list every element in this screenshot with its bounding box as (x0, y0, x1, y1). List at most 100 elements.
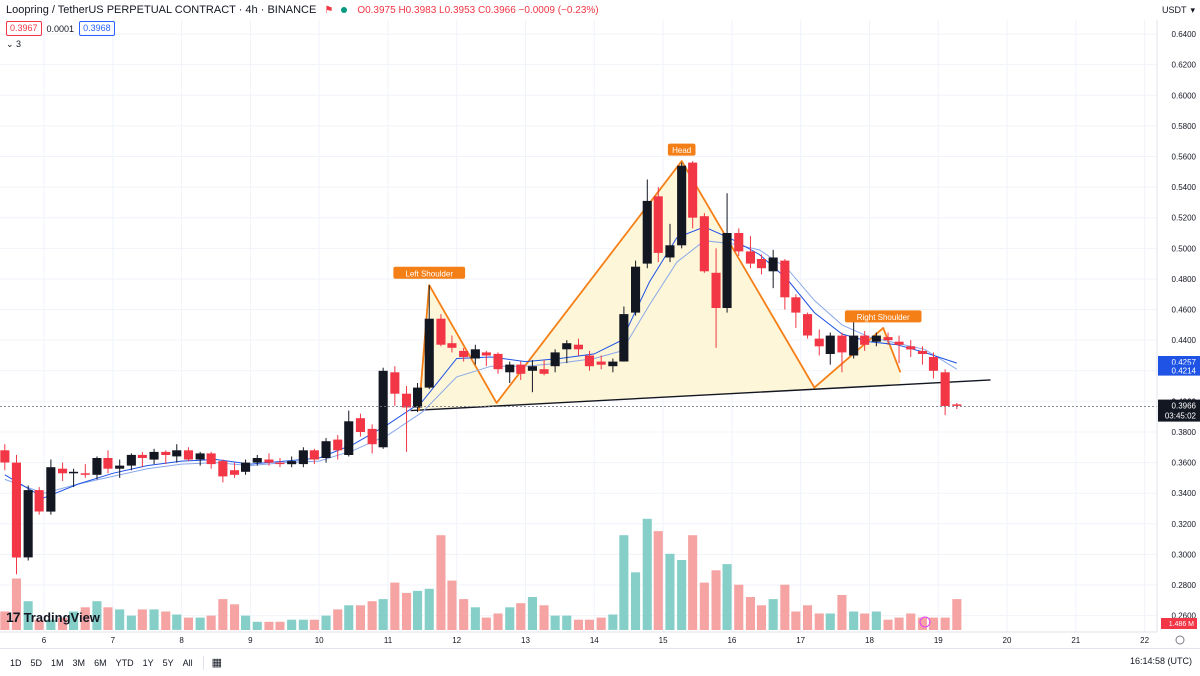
volume-bar (459, 599, 469, 630)
candle-body (756, 259, 766, 269)
price-tick-label: 0.3000 (1172, 550, 1197, 559)
candle (344, 410, 354, 457)
candle (791, 294, 801, 328)
buy-price[interactable]: 0.3968 (79, 21, 115, 36)
range-6m-button[interactable]: 6M (94, 657, 107, 668)
price-tick-label: 0.5200 (1172, 214, 1197, 223)
candle (241, 459, 251, 475)
volume-bar (756, 605, 766, 630)
volume-bar (309, 619, 319, 630)
range-ytd-button[interactable]: YTD (115, 657, 134, 668)
indicator-toggle[interactable]: ⌄ 3 (6, 39, 22, 49)
candle-body (230, 470, 240, 475)
candle-body (894, 341, 904, 345)
volume-bar (11, 578, 21, 630)
volume-bar (550, 615, 560, 630)
time-axis[interactable]: 6 7 8 9 10 11 12 13 14 15 16 17 18 19 20 21 22 (0, 631, 1157, 645)
range-5d-button[interactable]: 5D (30, 657, 43, 668)
pattern-label-bg (667, 143, 696, 156)
volume-tick-bg (1161, 618, 1197, 629)
moving-averages (4, 226, 958, 499)
candle (642, 179, 652, 269)
candle (161, 450, 171, 465)
range-all-button[interactable]: All (182, 657, 193, 668)
tradingview-logo: 17 TradingView (6, 609, 100, 625)
candle-body (378, 370, 388, 448)
time-tick-label: 6 (42, 636, 47, 645)
symbol-title[interactable]: Loopring / TetherUS PERPETUAL CONTRACT ·… (6, 4, 317, 16)
candle-body (745, 251, 755, 264)
candle-body (631, 266, 641, 313)
lightning-alert-icon (919, 616, 931, 628)
calendar-icon[interactable]: ▦ (211, 657, 223, 669)
volume-bar (688, 535, 698, 630)
candle-body (69, 471, 79, 474)
volume-bar (218, 599, 228, 630)
candle-body (183, 450, 193, 460)
volume-bar (642, 518, 652, 630)
candle-body (768, 257, 778, 272)
candle (665, 223, 675, 263)
range-5y-button[interactable]: 5Y (162, 657, 174, 668)
candle-body (11, 462, 21, 558)
candle (493, 352, 503, 374)
candle-body (917, 350, 927, 354)
time-tick-label: 18 (865, 636, 874, 645)
volume-bar (768, 599, 778, 630)
time-tick-label: 14 (590, 636, 599, 645)
candle (149, 448, 159, 465)
range-1y-button[interactable]: 1Y (142, 657, 154, 668)
volume-bar (745, 597, 755, 630)
candle (80, 464, 90, 478)
candle-body (58, 468, 68, 474)
candle (677, 162, 687, 249)
range-1d-button[interactable]: 1D (10, 657, 22, 668)
price-tick-label: 0.5400 (1172, 183, 1197, 192)
range-1m-button[interactable]: 1M (51, 657, 64, 668)
volume-bar (584, 619, 594, 630)
candle (424, 285, 434, 390)
candle-body (619, 314, 629, 362)
candle (871, 332, 881, 347)
volume-bar (677, 560, 687, 630)
volume-bar (344, 605, 354, 630)
candle-body (493, 353, 503, 370)
candle (550, 349, 560, 373)
candle-body (195, 453, 205, 460)
volume-bar (894, 617, 904, 630)
range-3m-button[interactable]: 3M (72, 657, 86, 668)
candle-body (791, 297, 801, 313)
candle-body (218, 461, 228, 477)
candle (230, 462, 240, 478)
ohlc-values: O0.3975 H0.3983 L0.3953 C0.3966 −0.0009 … (357, 4, 599, 16)
currency-label: USDT (1162, 5, 1187, 15)
price-axis[interactable]: 0.6400 0.6200 0.6000 0.5800 0.5600 0.5400 0.52… (919, 20, 1200, 645)
volume-bar (298, 619, 308, 630)
tradingview-logo-icon: 17 (6, 609, 21, 625)
volume-bar (69, 611, 79, 630)
ma-slow-label-bg (1158, 364, 1200, 376)
volume-bar (252, 621, 262, 630)
volume-bar (917, 617, 927, 630)
flag-icon[interactable]: ⚑ (324, 4, 334, 16)
currency-selector[interactable]: USDT ▾ (1158, 2, 1198, 18)
candle (264, 453, 274, 466)
candle (459, 347, 469, 362)
candle (917, 346, 927, 365)
candle-body (539, 369, 549, 374)
volume-bar (860, 613, 870, 630)
volume-bar (493, 613, 503, 630)
sell-price[interactable]: 0.3967 (6, 21, 42, 36)
chevron-down-icon: ▾ (1190, 5, 1196, 15)
price-tick-label: 0.3800 (1172, 428, 1197, 437)
candle (608, 358, 618, 373)
ma-fast-label-bg (1158, 356, 1200, 367)
candle (928, 352, 938, 379)
volume-bar (436, 535, 446, 630)
candle-body (699, 216, 709, 272)
volume-bar (333, 609, 343, 630)
volume-bar (321, 615, 331, 630)
volume-bar (80, 607, 90, 630)
utc-clock[interactable]: 16:14:58 (UTC) (1129, 656, 1192, 666)
